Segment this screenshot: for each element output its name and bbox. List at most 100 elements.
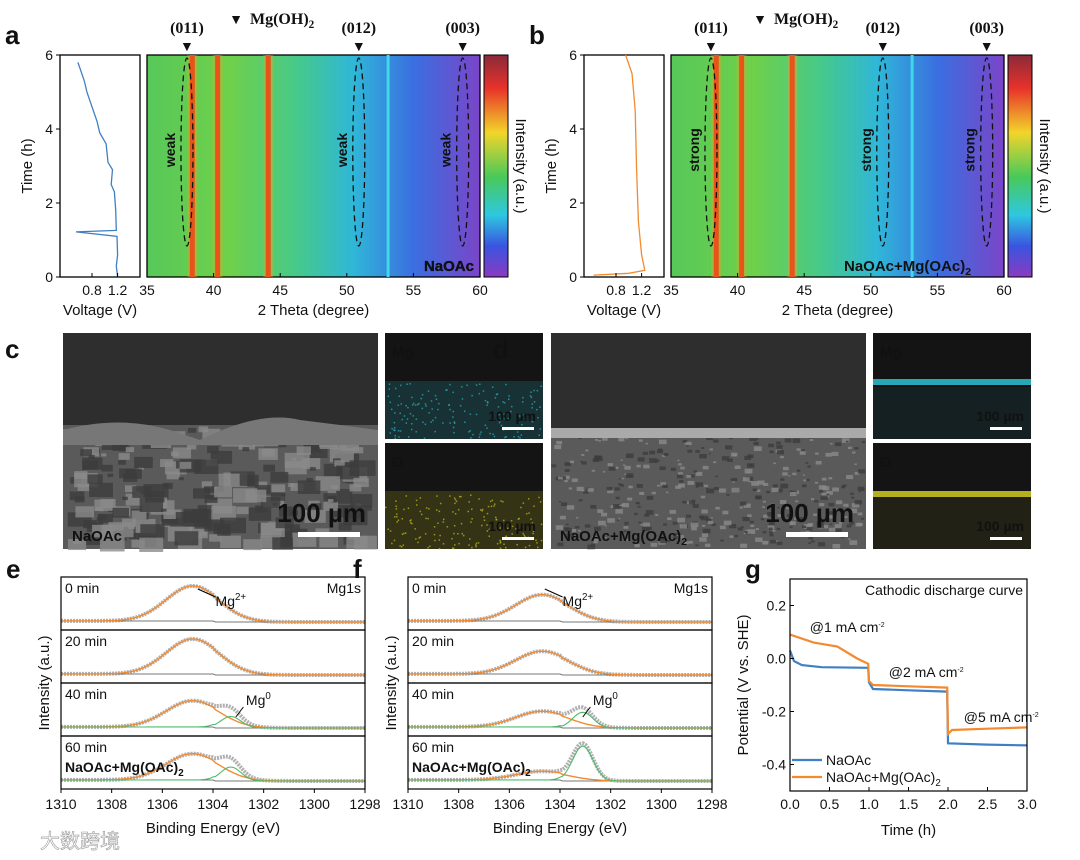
eds-dot	[478, 498, 480, 500]
sem-grain	[134, 456, 153, 469]
eds-dot	[391, 427, 393, 430]
eds-dot	[488, 528, 491, 531]
current-annotation-sup: -2	[1032, 712, 1038, 719]
eds-dot	[516, 543, 518, 546]
sem-grain	[695, 482, 703, 487]
sem-grain	[828, 511, 837, 517]
eds-dot	[416, 403, 419, 406]
sem-grain	[682, 439, 688, 443]
sem-grain	[769, 450, 774, 454]
sem-grain	[814, 481, 819, 484]
sem-grain	[587, 488, 594, 492]
eds-dot	[471, 546, 473, 549]
sem-grain	[779, 500, 787, 504]
eds-dot	[503, 402, 506, 404]
eds-dot	[433, 533, 436, 536]
xps-mg2-fit	[61, 638, 365, 676]
diffraction-line	[386, 55, 390, 277]
eds-dot	[522, 532, 524, 535]
sem-grain	[654, 459, 660, 463]
sem-grain	[834, 524, 842, 529]
eds-dot	[415, 418, 418, 420]
eds-dot	[531, 421, 534, 423]
eds-dot	[507, 417, 510, 420]
eds-dot	[430, 400, 433, 402]
eds-dot	[475, 545, 477, 548]
sem-texture	[551, 430, 866, 550]
sem-grain	[592, 536, 600, 541]
time-tick: 6	[569, 47, 577, 63]
sem-grain	[642, 451, 648, 455]
mg-oh2-marker-icon: ▼	[980, 38, 994, 54]
sample-label: NaOAc+Mg(OAc)2	[560, 528, 687, 548]
eds-element-label: Mg	[392, 344, 414, 361]
sem-grain	[741, 526, 744, 528]
sem-grain	[587, 544, 596, 550]
eds-dot	[393, 539, 396, 542]
eds-dot	[491, 386, 494, 388]
sem-grain	[624, 524, 628, 527]
sem-grain	[780, 483, 789, 489]
sem-grain	[679, 524, 687, 529]
sem-grain	[803, 524, 812, 529]
sem-grain	[695, 450, 700, 453]
sem-grain	[578, 529, 581, 532]
eds-dot	[403, 532, 405, 535]
eds-dot	[535, 539, 537, 542]
mg-oh2-legend-main: Mg(OH)	[774, 11, 833, 28]
mg-oh2-peak-ellipse	[456, 57, 470, 247]
eds-element-label: O	[880, 454, 892, 471]
xps-tick: 1306	[147, 796, 178, 812]
sem-grain	[676, 474, 683, 479]
sem-grain	[767, 525, 775, 530]
sem-grain	[203, 486, 215, 493]
eds-dot	[406, 418, 409, 420]
sem-grain	[732, 481, 735, 483]
sem-grain	[709, 448, 714, 451]
mg2-label-sup: 2+	[582, 592, 593, 603]
eds-dot	[396, 515, 398, 518]
eds-dot	[500, 500, 502, 502]
current-annotation-main: @5 mA cm	[964, 709, 1033, 725]
eds-dot	[489, 500, 492, 503]
eds-dot	[471, 394, 473, 397]
mg2-label-sup: 2+	[235, 592, 246, 603]
eds-dot	[425, 507, 428, 509]
eds-dot	[459, 404, 462, 407]
sem-grain	[243, 539, 262, 551]
eds-dot	[454, 544, 456, 546]
sem-grain	[843, 503, 849, 507]
theta-tick: 60	[472, 282, 488, 298]
eds-dot	[399, 412, 401, 415]
sem-grain	[702, 465, 709, 470]
time-tick: 0	[569, 269, 577, 285]
mg2-label-main: Mg	[563, 593, 582, 609]
sem-grain	[97, 514, 107, 520]
sem-grain	[591, 469, 596, 472]
sem-grain	[612, 504, 621, 509]
eds-dot	[401, 533, 404, 535]
sem-grain	[706, 436, 713, 441]
sem-grain	[304, 510, 326, 523]
eds-dot	[393, 429, 395, 431]
sem-grain	[663, 523, 667, 526]
sem-grain	[309, 467, 316, 471]
sem-grain	[753, 441, 759, 446]
sem-grain	[649, 458, 658, 463]
sem-grain	[67, 539, 87, 551]
eds-scale-bar	[990, 427, 1022, 430]
current-annotation: @2 mA cm-2	[889, 664, 964, 680]
sem-grain	[744, 468, 753, 474]
sem-grain	[826, 491, 833, 495]
sample-label: NaOAc+Mg(OAc)2	[412, 759, 531, 779]
eds-dot	[510, 410, 512, 413]
eds-dot	[482, 390, 485, 392]
eds-band	[873, 491, 1031, 497]
eds-dot	[429, 545, 431, 548]
sem-grain	[796, 469, 801, 472]
diffraction-line	[910, 55, 914, 277]
scale-bar-label: 100 µm	[765, 498, 854, 528]
mg0-pointer	[582, 706, 591, 718]
sem-grain	[680, 466, 685, 470]
eds-dot	[461, 532, 463, 535]
